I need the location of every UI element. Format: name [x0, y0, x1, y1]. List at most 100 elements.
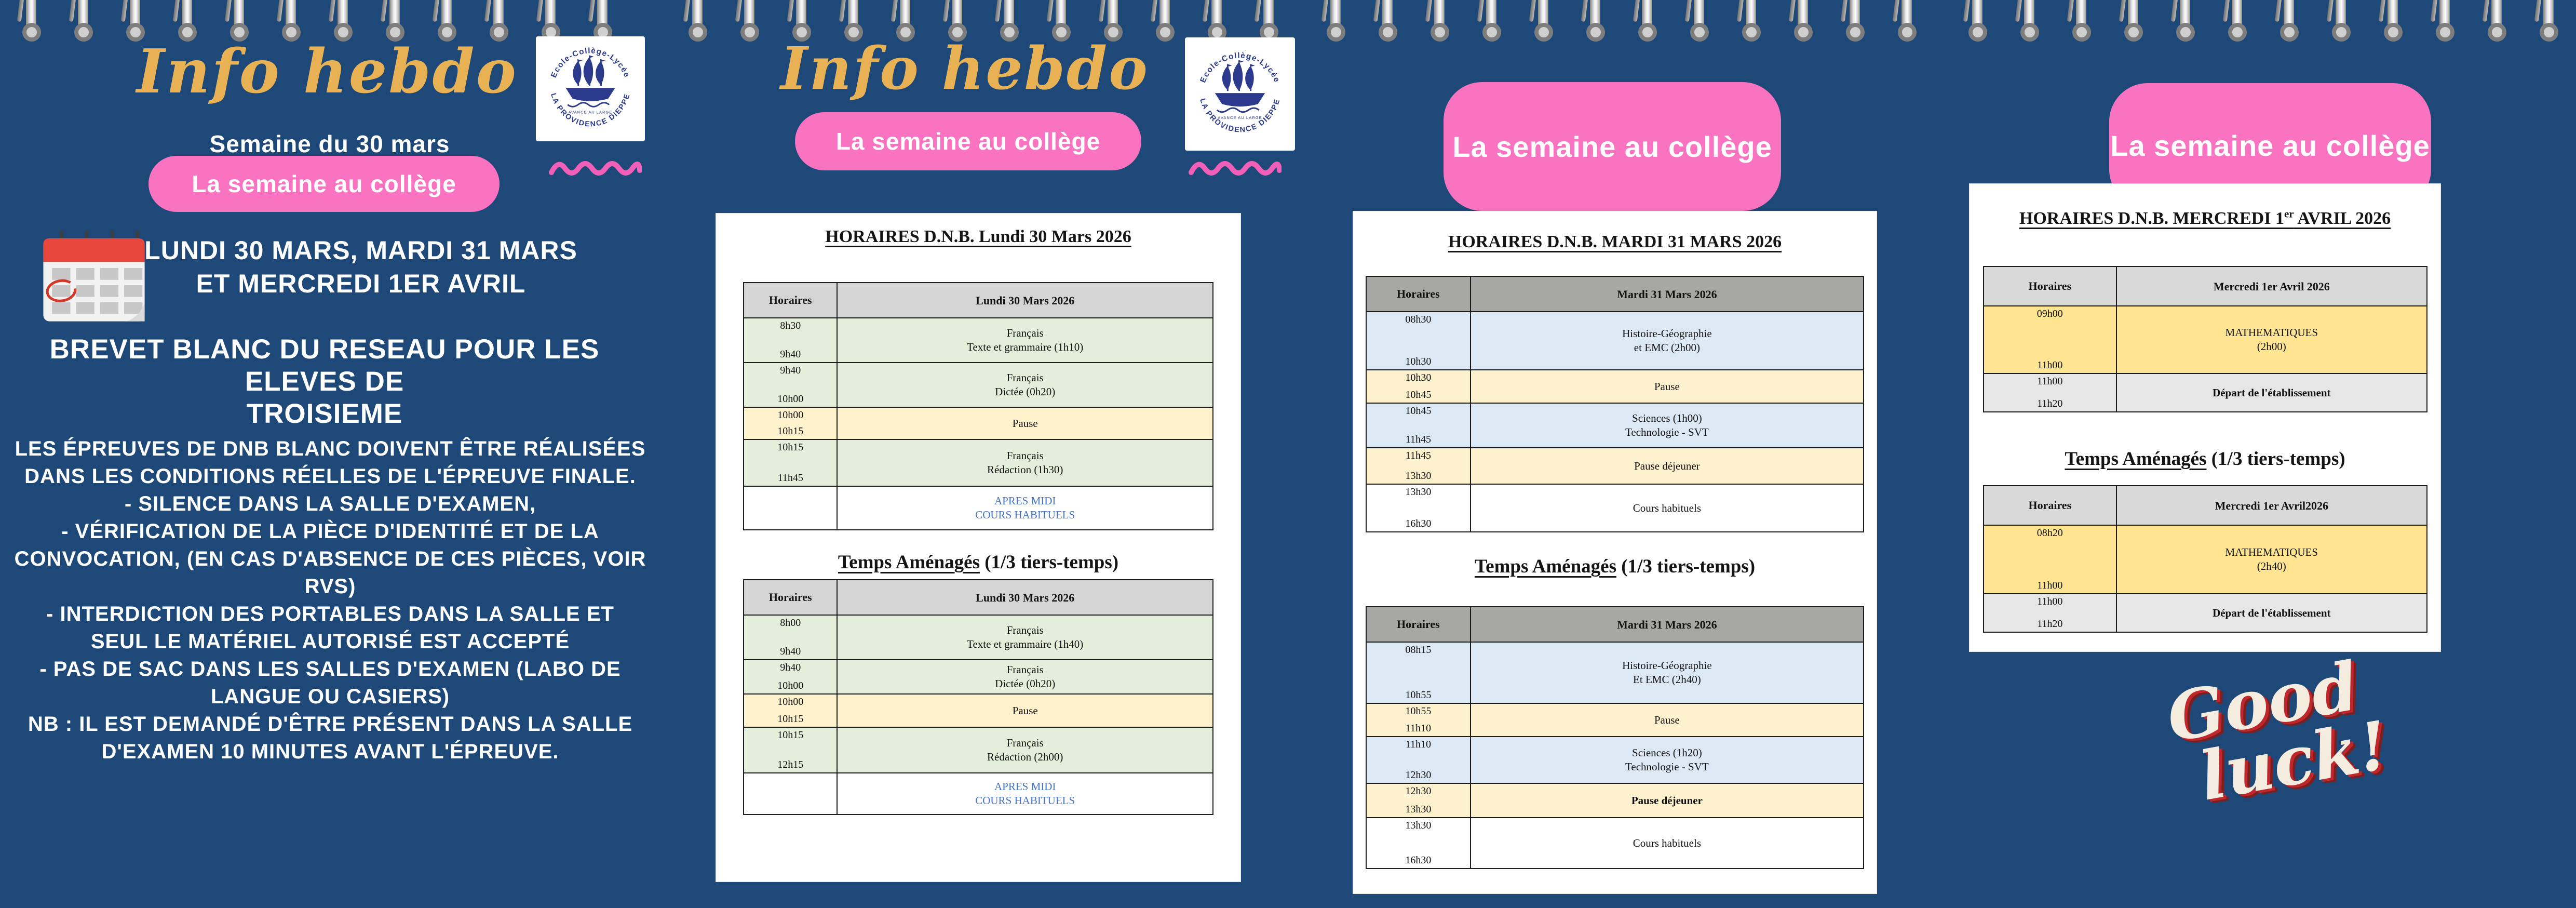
rule-line: LANGUE OU CASIERS) [210, 685, 450, 708]
content-line: Cours habituels [1633, 501, 1701, 514]
spiral-ring [1104, 0, 1123, 42]
time-cell: 08h15 10h55 [1367, 643, 1471, 703]
card-heading-text: HORAIRES D.N.B. Lundi 30 Mars 2026 [825, 227, 1131, 246]
calendar-icon [43, 230, 145, 322]
time-start: 10h55 [1405, 705, 1432, 717]
content-line: MATHEMATIQUES [2225, 326, 2318, 339]
time-end: 11h00 [2037, 359, 2063, 371]
rule-line: SEUL LE MATÉRIEL AUTORISÉ EST ACCEPTÉ [90, 630, 570, 653]
subject-cell: Sciences (1h00) Technologie - SVT [1471, 404, 1863, 447]
subject-cell: Histoire-Géographie Et EMC (2h40) [1471, 643, 1863, 703]
subject-cell: Pause [1471, 370, 1863, 403]
content-line: Départ de l'établissement [2213, 606, 2331, 619]
content-line: et EMC (2h00) [1634, 341, 1700, 354]
heading-superscript: er [2284, 208, 2294, 220]
schedule-table: Horaires Mercredi 1er Avril 2026 09h00 11h0… [1983, 266, 2427, 412]
time-cell [744, 487, 838, 529]
schedule-header-row: Horaires Mercredi 1er Avril 2026 [1984, 267, 2426, 305]
spiral-ring [896, 0, 915, 42]
card-heading-text: HORAIRES D.N.B. MERCREDI 1er AVRIL 2026 [2019, 208, 2391, 228]
schedule-header-row: Horaires Mercredi 1er Avril2026 [1984, 486, 2426, 525]
subject-cell: Sciences (1h20) Technologie - SVT [1471, 737, 1863, 783]
schedule-card-tuesday: HORAIRES D.N.B. MARDI 31 MARS 2026 Horai… [1353, 211, 1877, 893]
schedule-row: 9h40 10h00 Français Dictée (0h20) [744, 362, 1212, 407]
headline-line2: ET MERCREDI 1ER AVRIL [196, 269, 526, 298]
content-line: (2h40) [2257, 560, 2286, 572]
schedule-row: 08h20 11h00 MATHEMATIQUES (2h40) [1984, 525, 2426, 593]
spiral-ring [2072, 0, 2091, 42]
content-line: Dictée (0h20) [995, 385, 1056, 398]
schedule-row: 10h30 10h45 Pause [1367, 369, 1863, 403]
schedule-row: 11h45 13h30 Pause déjeuner [1367, 447, 1863, 484]
time-end: 11h20 [2037, 398, 2063, 409]
amenages-heading: Temps Aménagés (1/3 tiers-temps) [1970, 448, 2440, 470]
spiral-ring [844, 0, 863, 42]
time-start: 12h30 [1405, 785, 1432, 797]
content-line: Pause [1654, 713, 1680, 726]
time-cell: 10h00 10h15 [744, 695, 838, 727]
ship-icon [565, 55, 615, 108]
time-start: 10h45 [1405, 405, 1432, 417]
rule-line: - PAS DE SAC DANS LES SALLES D'EXAMEN (L… [39, 658, 621, 680]
spiral-ring [1534, 0, 1553, 42]
time-end: 10h00 [777, 393, 804, 405]
heading-text: HORAIRES D.N.B. MARDI 31 MARS 2026 [1448, 232, 1782, 252]
time-cell: 9h40 10h00 [744, 363, 838, 407]
header-col-day: Mardi 31 Mars 2026 [1617, 287, 1717, 301]
content-line: APRES MIDI [994, 495, 1056, 507]
spiral-ring [1794, 0, 1813, 42]
spiral-ring [740, 0, 759, 42]
time-start: 8h30 [780, 320, 801, 331]
time-end: 11h20 [2037, 618, 2063, 630]
amenages-suffix: (1/3 tiers-temps) [2206, 448, 2345, 470]
schedule-row: 11h10 12h30 Sciences (1h20) Technologie - S… [1367, 736, 1863, 783]
spiral-ring [1156, 0, 1175, 42]
amenages-title: Temps Aménagés [1474, 556, 1616, 577]
time-cell: 11h00 11h20 [1984, 594, 2117, 632]
content-line: Sciences (1h00) [1632, 412, 1702, 424]
time-cell [744, 773, 838, 814]
schedule-row: 13h30 16h30 Cours habituels [1367, 817, 1863, 868]
spiral-ring [1898, 0, 1917, 42]
spiral-ring [542, 0, 560, 42]
header-col-horaires: Horaires [744, 580, 838, 615]
amenages-title: Temps Aménagés [2065, 448, 2207, 470]
logo-banner-text: AVANCE AU LARGE [1218, 115, 1262, 120]
spiral-ring [1846, 0, 1865, 42]
rule-line: D'EXAMEN 10 MINUTES AVANT L'ÉPREUVE. [101, 740, 559, 763]
time-end: 11h45 [1405, 434, 1431, 445]
time-cell: 8h00 9h40 [744, 616, 838, 659]
header-col-horaires: Horaires [1984, 267, 2117, 305]
time-start: 10h00 [777, 409, 804, 421]
headline-line1: LUNDI 30 MARS, MARDI 31 MARS [144, 236, 577, 265]
subject-cell: Français Dictée (0h20) [838, 363, 1212, 407]
time-start: 11h00 [2037, 376, 2063, 387]
spiral-ring [126, 0, 145, 42]
time-end: 13h30 [1405, 470, 1432, 482]
rule-line: - INTERDICTION DES PORTABLES DANS LA SAL… [46, 603, 614, 625]
subject-cell: Français Texte et grammaire (1h40) [838, 616, 1212, 659]
schedule-table-amenages: Horaires Lundi 30 Mars 2026 8h00 9h40 França… [743, 579, 1213, 815]
header-col-day: Mercredi 1er Avril2026 [2215, 499, 2328, 512]
spiral-ring [1052, 0, 1071, 42]
time-end: 11h10 [1405, 723, 1431, 734]
spiral-ring [2124, 0, 2143, 42]
time-start: 11h10 [1405, 739, 1431, 750]
subject-cell: MATHEMATIQUES (2h40) [2117, 526, 2426, 593]
subject-cell: Pause déjeuner [1471, 448, 1863, 484]
rule-line: CONVOCATION, (EN CAS D'ABSENCE DE CES PI… [14, 548, 646, 598]
time-cell: 10h55 11h10 [1367, 704, 1471, 736]
schedule-row: 08h15 10h55 Histoire-Géographie Et EMC (2h4… [1367, 642, 1863, 703]
spiral-ring [22, 0, 41, 42]
spiral-ring [438, 0, 456, 42]
subject-cell: Pause [838, 695, 1212, 727]
time-start: 08h20 [2036, 527, 2063, 539]
subject-cell: Français Dictée (0h20) [838, 660, 1212, 693]
schedule-row: 10h15 12h15 Français Rédaction (2h00) [744, 727, 1212, 772]
content-line: Départ de l'établissement [2213, 386, 2331, 399]
week-badge: La semaine au collège [149, 156, 500, 212]
schedule-row: APRES MIDI COURS HABITUELS [744, 772, 1212, 814]
spiral-ring [178, 0, 197, 42]
time-cell: 11h45 13h30 [1367, 448, 1471, 484]
